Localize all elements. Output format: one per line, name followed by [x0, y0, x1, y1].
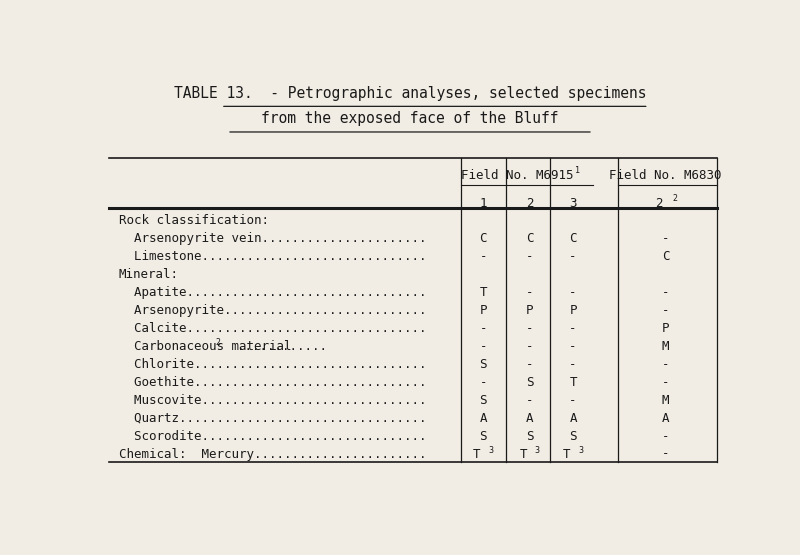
Text: Arsenopyrite...........................: Arsenopyrite...........................	[118, 304, 426, 317]
Text: 1: 1	[575, 166, 580, 175]
Text: -: -	[570, 250, 577, 263]
Text: P: P	[479, 304, 487, 317]
Text: S: S	[479, 430, 487, 442]
Text: -: -	[570, 340, 577, 353]
Text: -: -	[570, 393, 577, 407]
Text: P: P	[526, 304, 534, 317]
Text: C: C	[526, 232, 534, 245]
Text: T: T	[570, 376, 577, 388]
Text: 3: 3	[570, 197, 577, 210]
Text: -: -	[526, 393, 534, 407]
Text: 2: 2	[215, 339, 221, 347]
Text: A: A	[526, 412, 534, 425]
Text: -: -	[479, 322, 487, 335]
Text: -: -	[662, 430, 669, 442]
Text: Chlorite...............................: Chlorite...............................	[118, 358, 426, 371]
Text: S: S	[526, 376, 534, 388]
Text: -: -	[662, 376, 669, 388]
Text: 3: 3	[578, 446, 583, 455]
Text: T: T	[520, 447, 527, 461]
Text: Muscovite..............................: Muscovite..............................	[118, 393, 426, 407]
Text: T: T	[563, 447, 570, 461]
Text: S: S	[570, 430, 577, 442]
Text: P: P	[662, 322, 669, 335]
Text: Field No. M6915: Field No. M6915	[462, 169, 574, 182]
Text: C: C	[662, 250, 669, 263]
Text: Arsenopyrite vein......................: Arsenopyrite vein......................	[118, 232, 426, 245]
Text: C: C	[479, 232, 487, 245]
Text: -: -	[479, 250, 487, 263]
Text: 2: 2	[655, 197, 663, 210]
Text: -: -	[662, 447, 669, 461]
Text: M: M	[662, 393, 669, 407]
Text: Calcite................................: Calcite................................	[118, 322, 426, 335]
Text: M: M	[662, 340, 669, 353]
Text: Mineral:: Mineral:	[118, 268, 178, 281]
Text: A: A	[570, 412, 577, 425]
Text: T: T	[479, 286, 487, 299]
Text: Carbonaceous material: Carbonaceous material	[118, 340, 291, 353]
Text: Chemical:  Mercury.......................: Chemical: Mercury.......................	[118, 447, 426, 461]
Text: 3: 3	[488, 446, 493, 455]
Text: ............: ............	[222, 340, 327, 353]
Text: C: C	[570, 232, 577, 245]
Text: S: S	[479, 358, 487, 371]
Text: -: -	[662, 286, 669, 299]
Text: A: A	[479, 412, 487, 425]
Text: 1: 1	[479, 197, 487, 210]
Text: S: S	[526, 430, 534, 442]
Text: -: -	[526, 340, 534, 353]
Text: -: -	[570, 358, 577, 371]
Text: -: -	[526, 358, 534, 371]
Text: Scorodite..............................: Scorodite..............................	[118, 430, 426, 442]
Text: Quartz.................................: Quartz.................................	[118, 412, 426, 425]
Text: Apatite................................: Apatite................................	[118, 286, 426, 299]
Text: -: -	[526, 322, 534, 335]
Text: -: -	[479, 340, 487, 353]
Text: Goethite...............................: Goethite...............................	[118, 376, 426, 388]
Text: -: -	[526, 250, 534, 263]
Text: T: T	[474, 447, 481, 461]
Text: TABLE 13.  - Petrographic analyses, selected specimens: TABLE 13. - Petrographic analyses, selec…	[174, 86, 646, 101]
Text: -: -	[526, 286, 534, 299]
Text: -: -	[570, 322, 577, 335]
Text: A: A	[662, 412, 669, 425]
Text: from the exposed face of the Bluff: from the exposed face of the Bluff	[262, 112, 558, 127]
Text: -: -	[662, 232, 669, 245]
Text: 2: 2	[526, 197, 534, 210]
Text: 2: 2	[673, 194, 678, 203]
Text: -: -	[479, 376, 487, 388]
Text: S: S	[479, 393, 487, 407]
Text: -: -	[662, 358, 669, 371]
Text: -: -	[570, 286, 577, 299]
Text: -: -	[662, 304, 669, 317]
Text: Field No. M6830: Field No. M6830	[609, 169, 722, 182]
Text: Limestone..............................: Limestone..............................	[118, 250, 426, 263]
Text: Rock classification:: Rock classification:	[118, 214, 269, 227]
Text: 3: 3	[534, 446, 540, 455]
Text: P: P	[570, 304, 577, 317]
